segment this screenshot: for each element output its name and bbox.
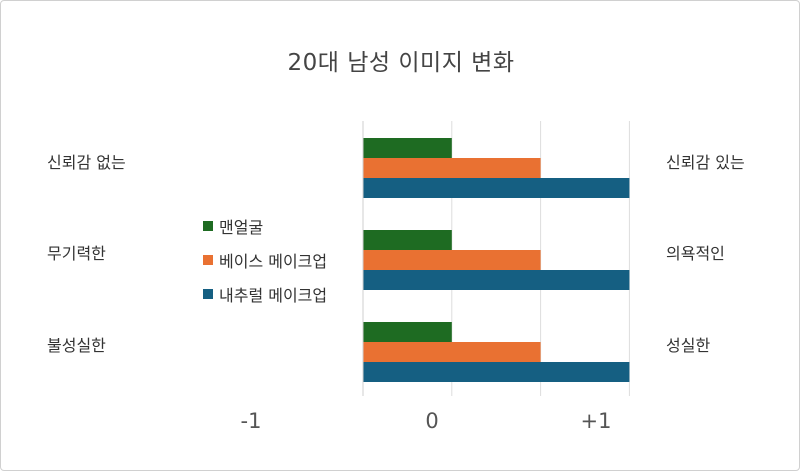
right-label-0: 신뢰감 있는	[666, 153, 745, 172]
right-label-1: 의욕적인	[666, 244, 725, 263]
left-label-0: 신뢰감 없는	[47, 153, 126, 172]
x-tick-0: -1	[240, 409, 262, 433]
legend-swatch-2	[203, 289, 213, 299]
bar-1-2	[363, 342, 541, 362]
legend-item-2: 내추럴 메이크업	[203, 277, 327, 311]
legend-label-1: 베이스 메이크업	[219, 252, 328, 271]
right-label-2: 성실한	[666, 336, 711, 355]
chart-title: 20대 남성 이미지 변화	[287, 50, 515, 76]
legend-swatch-0	[203, 221, 213, 231]
legend: 맨얼굴 베이스 메이크업 내추럴 메이크업	[203, 209, 327, 311]
x-tick-1: 0	[425, 409, 439, 433]
bar-2-1	[363, 270, 630, 290]
bar-1-0	[363, 158, 541, 178]
x-tick-2: +1	[580, 409, 612, 433]
bar-0-2	[363, 322, 452, 342]
bar-0-1	[363, 230, 452, 250]
bar-2-2	[363, 362, 630, 382]
legend-item-1: 베이스 메이크업	[203, 243, 327, 277]
legend-item-0: 맨얼굴	[203, 209, 327, 243]
legend-label-2: 내추럴 메이크업	[219, 286, 328, 305]
left-label-2: 불성실한	[47, 336, 106, 355]
legend-label-0: 맨얼굴	[219, 218, 264, 237]
bar-1-1	[363, 250, 541, 270]
bar-0-0	[363, 138, 452, 158]
left-label-1: 무기력한	[47, 244, 106, 263]
bar-2-0	[363, 178, 630, 198]
legend-swatch-1	[203, 255, 213, 265]
